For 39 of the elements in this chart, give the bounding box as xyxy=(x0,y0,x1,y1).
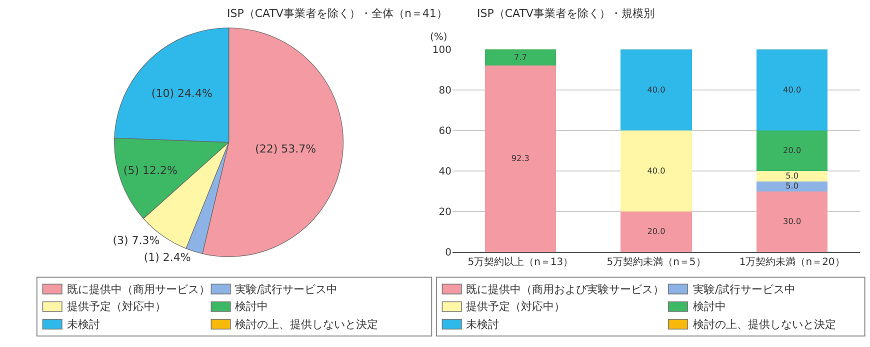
y-tick-label: 80 xyxy=(438,85,452,96)
data-label: (22) 53.7% xyxy=(255,142,316,156)
data-label: (3) 7.3% xyxy=(112,234,160,247)
legend-label: 検討中 xyxy=(693,300,726,313)
legend-label: 未検討 xyxy=(67,318,100,331)
data-label: (10) 24.4% xyxy=(151,87,212,100)
legend-label: 提供予定（対応中） xyxy=(466,300,565,313)
y-tick-label: 60 xyxy=(438,126,452,137)
y-tick-label: 0 xyxy=(445,247,452,258)
legend-label: 未検討 xyxy=(466,318,499,331)
data-label: 40.0 xyxy=(647,84,666,94)
data-label: 92.3 xyxy=(511,153,530,163)
data-label: 7.7 xyxy=(514,52,527,62)
legend-label: 検討中 xyxy=(235,300,268,313)
data-label: 20.0 xyxy=(783,145,802,156)
y-tick-label: 40 xyxy=(438,166,452,178)
data-label: (5) 12.2% xyxy=(123,164,178,178)
chart-title: ISP（CATV事業者を除く）・規模別 xyxy=(477,7,654,20)
y-tick-label: 20 xyxy=(438,206,452,218)
data-label: 5.0 xyxy=(786,180,799,191)
data-label: 20.0 xyxy=(647,226,666,236)
legend-label: 提供予定（対応中） xyxy=(67,300,166,313)
legend-label: 検討の上、提供しないと決定 xyxy=(235,318,378,331)
data-label: (1) 2.4% xyxy=(144,250,191,264)
legend-label: 検討の上、提供しないと決定 xyxy=(693,318,836,331)
x-tick-label: 1万契約未満（n＝20） xyxy=(739,256,845,268)
chart-title: ISP（CATV事業者を除く）・全体（n＝41） xyxy=(227,7,448,20)
x-tick-label: 5万契約以上（n＝13） xyxy=(468,256,574,268)
data-label: 40.0 xyxy=(783,84,802,94)
legend-label: 実験/試行サービス中 xyxy=(235,283,338,296)
y-tick-label: 100 xyxy=(432,44,452,56)
data-label: 30.0 xyxy=(783,216,802,226)
legend-label: 既に提供中（商用サービス） xyxy=(67,283,210,296)
y-axis-title: (%) xyxy=(430,32,448,43)
data-label: 40.0 xyxy=(647,165,666,176)
legend-label: 既に提供中（商用および実験サービス） xyxy=(466,283,664,296)
x-tick-label: 5万契約未満（n＝5） xyxy=(606,256,706,268)
data-label: 5.0 xyxy=(786,170,799,181)
legend-label: 実験/試行サービス中 xyxy=(693,283,796,296)
